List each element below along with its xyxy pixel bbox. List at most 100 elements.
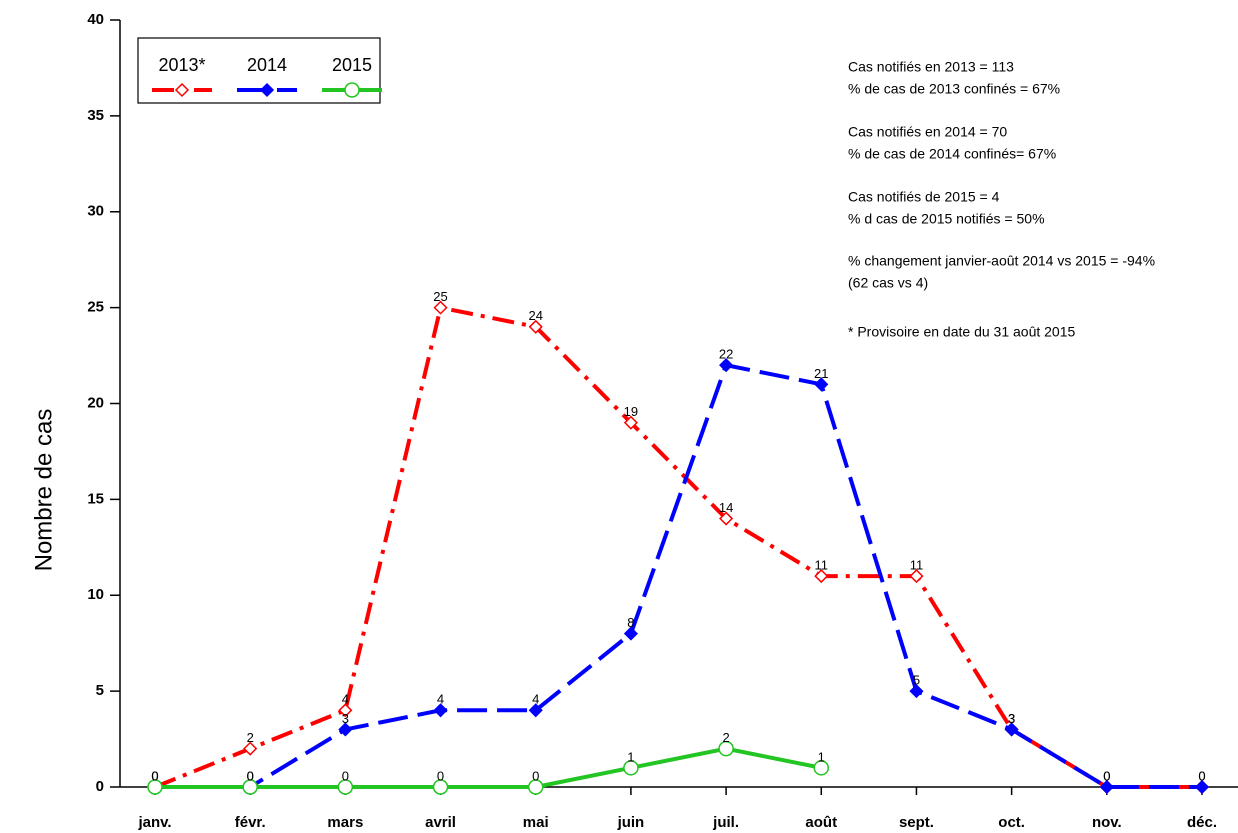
x-tick-label: mai	[523, 814, 549, 831]
data-label: 0	[247, 768, 254, 783]
data-label: 0	[342, 768, 349, 783]
data-label: 2	[247, 730, 254, 745]
legend-label: 2015	[332, 55, 372, 75]
data-label: 0	[247, 768, 254, 783]
annotation: % de cas de 2013 confinés = 67%	[848, 81, 1060, 97]
marker	[433, 300, 448, 315]
marker	[1004, 722, 1019, 737]
data-label: 1	[818, 749, 825, 764]
data-label: 11	[910, 558, 924, 573]
x-tick-label: sept.	[899, 814, 934, 831]
marker	[623, 760, 639, 776]
marker	[718, 740, 734, 757]
data-label: 0	[1103, 768, 1110, 783]
data-label: 3	[1008, 711, 1015, 726]
marker	[147, 779, 163, 795]
y-tick-label: 25	[87, 299, 104, 316]
x-tick-label: juin	[617, 814, 645, 831]
marker	[623, 415, 638, 430]
annotation: Cas notifiés en 2014 = 70	[848, 124, 1007, 140]
annotation: * Provisoire en date du 31 août 2015	[848, 324, 1075, 340]
x-tick-label: janv.	[137, 814, 171, 831]
marker	[623, 626, 638, 641]
marker	[338, 722, 353, 737]
data-label: 0	[1198, 768, 1205, 783]
annotation: % de cas de 2014 confinés= 67%	[848, 146, 1056, 162]
y-tick-label: 30	[87, 203, 104, 220]
marker	[243, 741, 258, 756]
marker	[719, 358, 734, 373]
annotation: % changement janvier-août 2014 vs 2015 =…	[848, 253, 1155, 269]
x-tick-label: mars	[327, 814, 363, 831]
marker	[909, 569, 924, 584]
data-label: 19	[624, 404, 638, 419]
annotation: Cas notifiés de 2015 = 4	[848, 189, 1000, 205]
data-label: 3	[342, 711, 349, 726]
marker	[528, 319, 543, 334]
legend-box	[137, 37, 381, 104]
marker	[1099, 779, 1114, 795]
y-tick-label: 35	[87, 107, 104, 124]
data-label: 0	[437, 768, 444, 783]
legend-label: 2013*	[158, 55, 205, 75]
annotation: % d cas de 2015 notifiés = 50%	[848, 211, 1045, 227]
x-tick-label: juil.	[712, 814, 739, 831]
data-label: 24	[528, 308, 542, 323]
marker	[432, 779, 449, 795]
x-tick-label: nov.	[1092, 814, 1122, 831]
data-label: 5	[913, 673, 920, 688]
data-label: 8	[627, 615, 634, 630]
marker	[337, 779, 354, 795]
y-tick-label: 40	[87, 11, 104, 28]
marker	[909, 684, 924, 699]
x-tick-label: févr.	[235, 814, 266, 831]
data-label: 4	[342, 692, 349, 707]
marker	[813, 760, 830, 776]
series-line	[155, 362, 1202, 789]
annotation: Cas notifiés en 2013 = 113	[848, 59, 1014, 75]
data-label: 25	[433, 289, 447, 304]
marker	[242, 779, 258, 795]
marker	[719, 511, 734, 526]
series-line	[154, 305, 1202, 789]
y-tick-label: 5	[96, 682, 104, 699]
data-label: 22	[719, 347, 733, 362]
data-label: 0	[532, 768, 539, 783]
marker	[528, 703, 543, 718]
marker	[174, 82, 190, 98]
marker	[344, 82, 360, 98]
marker	[433, 703, 448, 718]
x-tick-label: avril	[425, 814, 456, 831]
data-label: 0	[151, 768, 158, 783]
data-label: 0	[1103, 768, 1110, 783]
legend-label: 2014	[247, 55, 287, 75]
marker	[338, 703, 353, 718]
marker	[814, 569, 829, 584]
data-label: 3	[1008, 711, 1015, 726]
y-tick-label: 20	[87, 394, 104, 411]
y-tick-label: 10	[87, 586, 104, 603]
x-tick-label: déc.	[1187, 814, 1217, 831]
data-label: 0	[151, 768, 158, 783]
data-label: 2	[722, 730, 729, 745]
data-label: 21	[814, 366, 828, 381]
y-tick-label: 0	[96, 778, 104, 795]
data-label: 4	[437, 692, 444, 707]
y-tick-label: 15	[87, 490, 104, 507]
annotation: (62 cas vs 4)	[848, 275, 928, 291]
marker	[814, 377, 829, 392]
data-label: 4	[532, 692, 539, 707]
x-tick-label: août	[805, 814, 837, 831]
marker	[527, 779, 544, 795]
data-label: 0	[1198, 768, 1205, 783]
data-label: 14	[719, 500, 733, 515]
data-label: 11	[815, 558, 829, 573]
series-line	[155, 746, 822, 789]
y-axis-label: Nombre de cas	[30, 409, 57, 572]
data-label: 0	[151, 768, 158, 783]
marker	[259, 82, 275, 98]
marker	[1194, 779, 1210, 795]
x-tick-label: oct.	[998, 814, 1025, 831]
data-label: 1	[627, 749, 634, 764]
